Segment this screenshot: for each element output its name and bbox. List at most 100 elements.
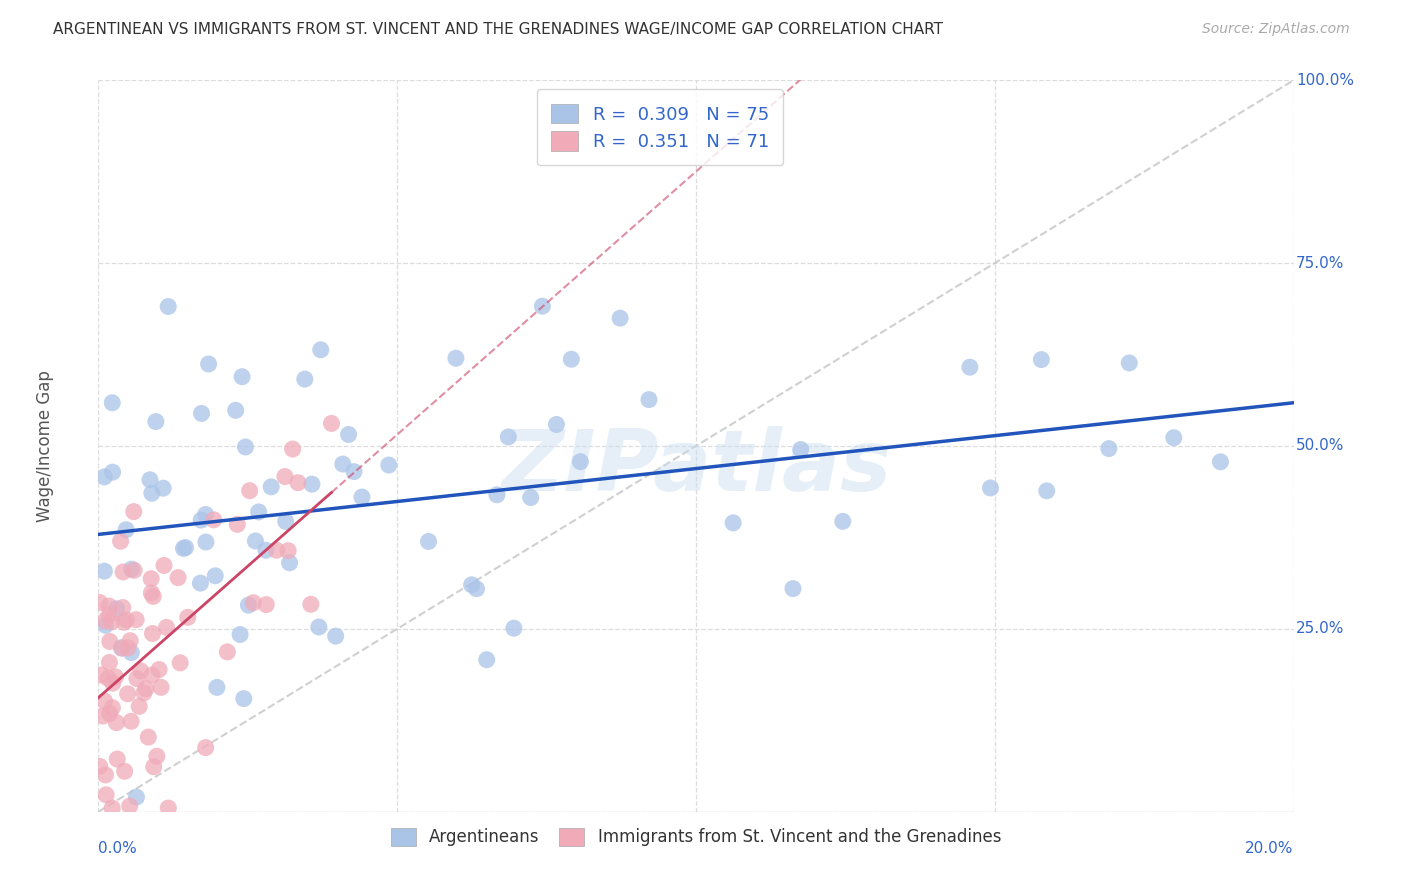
Point bbox=[217, 645, 239, 659]
Point bbox=[332, 457, 354, 471]
Point bbox=[1031, 352, 1053, 367]
Point bbox=[118, 799, 141, 814]
Point bbox=[959, 360, 981, 375]
Point bbox=[1098, 442, 1121, 456]
Point bbox=[239, 483, 262, 498]
Point bbox=[301, 477, 323, 491]
Point bbox=[172, 541, 194, 556]
Point bbox=[194, 508, 217, 522]
Point bbox=[155, 620, 177, 634]
Point bbox=[142, 590, 165, 604]
Point bbox=[294, 372, 316, 386]
Text: ZIPatlas: ZIPatlas bbox=[501, 426, 891, 509]
Point bbox=[247, 505, 270, 519]
Point bbox=[152, 481, 174, 495]
Point bbox=[141, 486, 163, 500]
Point bbox=[979, 481, 1001, 495]
Point bbox=[141, 586, 163, 600]
Point bbox=[321, 417, 343, 431]
Text: Source: ZipAtlas.com: Source: ZipAtlas.com bbox=[1202, 22, 1350, 37]
Point bbox=[343, 465, 366, 479]
Point bbox=[638, 392, 661, 407]
Point bbox=[101, 396, 124, 410]
Point bbox=[115, 523, 138, 537]
Point bbox=[174, 541, 197, 555]
Point bbox=[190, 406, 212, 420]
Point bbox=[120, 714, 142, 729]
Point bbox=[242, 596, 264, 610]
Point bbox=[98, 656, 121, 670]
Point bbox=[169, 656, 191, 670]
Point bbox=[89, 759, 111, 773]
Point bbox=[226, 517, 249, 532]
Point bbox=[309, 343, 332, 357]
Point bbox=[460, 578, 482, 592]
Point bbox=[231, 369, 253, 384]
Point bbox=[125, 790, 148, 805]
Point bbox=[1163, 431, 1185, 445]
Point bbox=[260, 480, 283, 494]
Point bbox=[546, 417, 568, 432]
Point bbox=[177, 610, 200, 624]
Point bbox=[105, 752, 128, 766]
Point bbox=[325, 629, 347, 643]
Point bbox=[142, 760, 165, 774]
Point bbox=[229, 627, 252, 641]
Point bbox=[90, 668, 112, 682]
Point bbox=[232, 691, 254, 706]
Point bbox=[281, 442, 304, 456]
Point bbox=[782, 582, 804, 596]
Point bbox=[129, 664, 152, 678]
Point bbox=[120, 633, 142, 648]
Point bbox=[105, 715, 128, 730]
Point bbox=[278, 556, 301, 570]
Point bbox=[115, 613, 138, 627]
Point bbox=[157, 801, 180, 815]
Point bbox=[194, 535, 217, 549]
Text: Wage/Income Gap: Wage/Income Gap bbox=[35, 370, 53, 522]
Point bbox=[111, 600, 134, 615]
Point bbox=[139, 473, 162, 487]
Legend: Argentineans, Immigrants from St. Vincent and the Grenadines: Argentineans, Immigrants from St. Vincen… bbox=[382, 819, 1010, 855]
Text: 75.0%: 75.0% bbox=[1296, 256, 1344, 270]
Point bbox=[136, 730, 159, 744]
Point bbox=[101, 700, 124, 714]
Point bbox=[125, 672, 148, 686]
Point bbox=[503, 621, 526, 635]
Point bbox=[238, 598, 260, 612]
Point bbox=[225, 403, 247, 417]
Point bbox=[125, 613, 148, 627]
Point bbox=[202, 513, 225, 527]
Point bbox=[112, 565, 135, 579]
Point bbox=[465, 582, 488, 596]
Point bbox=[98, 706, 121, 721]
Point bbox=[148, 663, 170, 677]
Point bbox=[93, 470, 115, 484]
Point bbox=[277, 543, 299, 558]
Point bbox=[117, 640, 139, 655]
Point bbox=[117, 687, 139, 701]
Point bbox=[190, 576, 212, 591]
Point bbox=[122, 563, 145, 577]
Point bbox=[1035, 483, 1057, 498]
Point bbox=[1209, 455, 1232, 469]
Text: 100.0%: 100.0% bbox=[1296, 73, 1354, 87]
Point bbox=[93, 614, 115, 628]
Point bbox=[98, 607, 121, 622]
Point bbox=[789, 442, 811, 457]
Point bbox=[245, 533, 267, 548]
Point bbox=[609, 311, 631, 326]
Point bbox=[350, 490, 373, 504]
Point bbox=[205, 681, 228, 695]
Point bbox=[128, 699, 150, 714]
Point bbox=[94, 788, 117, 802]
Point bbox=[1118, 356, 1140, 370]
Point bbox=[153, 558, 176, 573]
Point bbox=[475, 653, 498, 667]
Point bbox=[141, 572, 163, 586]
Point bbox=[98, 634, 121, 648]
Point bbox=[531, 299, 554, 313]
Point bbox=[444, 351, 467, 366]
Text: 20.0%: 20.0% bbox=[1246, 841, 1294, 856]
Point bbox=[91, 709, 114, 723]
